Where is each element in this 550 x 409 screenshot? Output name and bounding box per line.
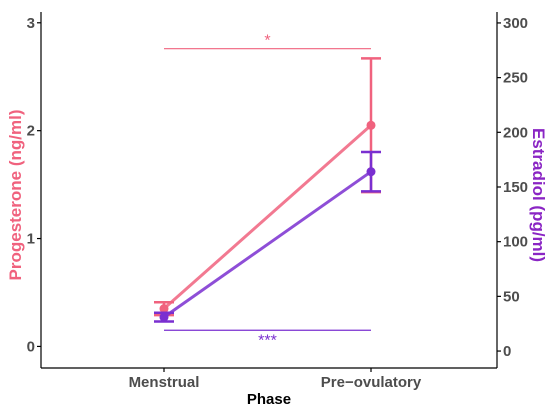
right-axis-ticks: 0 50 100 150 200 250 300 — [497, 15, 528, 360]
series-layer — [154, 57, 381, 323]
significance-marker: *** — [258, 332, 277, 349]
x-tick-label: Pre−ovulatory — [321, 374, 422, 391]
data-point — [366, 120, 376, 130]
x-tick-label: Menstrual — [129, 374, 200, 391]
right-tick-label: 250 — [503, 70, 528, 87]
x-axis-title: Phase — [247, 391, 291, 408]
right-tick-label: 0 — [503, 343, 511, 360]
right-tick-label: 200 — [503, 124, 528, 141]
left-tick-label: 0 — [27, 338, 35, 355]
left-tick-label: 1 — [27, 231, 35, 248]
data-point — [159, 304, 169, 314]
plot-frame — [40, 12, 498, 369]
right-tick-label: 300 — [503, 15, 528, 32]
significance-annotations: **** — [164, 33, 371, 349]
series-line — [163, 124, 372, 310]
left-tick-label: 3 — [27, 15, 35, 32]
right-axis-title: Estradiol (pg/ml) — [529, 128, 548, 262]
x-axis-ticks: Menstrual Pre−ovulatory — [129, 368, 422, 391]
right-tick-label: 100 — [503, 234, 528, 251]
right-tick-label: 50 — [503, 288, 520, 305]
right-tick-label: 150 — [503, 179, 528, 196]
series-line — [163, 170, 372, 319]
left-axis-title: Progesterone (ng/ml) — [6, 110, 25, 281]
left-tick-label: 2 — [27, 123, 35, 140]
data-point — [366, 167, 376, 177]
significance-marker: * — [264, 33, 270, 50]
left-axis-ticks: 0 1 2 3 — [27, 15, 41, 355]
data-point — [159, 312, 169, 322]
